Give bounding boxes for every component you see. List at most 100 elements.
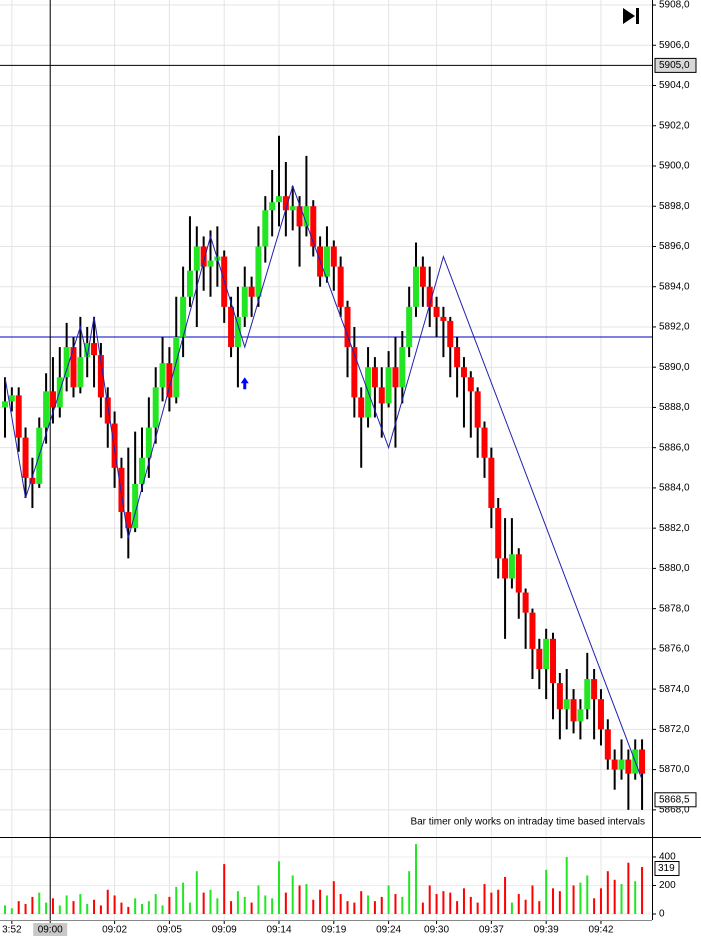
volume-bar: [421, 902, 424, 914]
candle-body: [276, 196, 283, 203]
volume-bar: [65, 895, 68, 914]
x-tick-label: 09:14: [266, 925, 291, 936]
x-tick-label: 09:09: [212, 925, 237, 936]
grid: [0, 0, 656, 924]
candle-body: [413, 266, 420, 307]
x-tick-label: 09:19: [321, 925, 346, 936]
play-button[interactable]: [623, 8, 639, 24]
crosshair-label: 5905,0: [659, 60, 690, 71]
candle-body: [495, 508, 502, 559]
volume-bar: [10, 908, 13, 914]
candle-body: [323, 246, 330, 277]
volume-bar: [236, 891, 239, 914]
candle-body: [556, 683, 563, 710]
candle-body: [111, 423, 118, 468]
y-tick-label: 5882,0: [659, 523, 690, 534]
candle-body: [104, 397, 111, 424]
candle-body: [2, 401, 9, 408]
candle-body: [543, 638, 550, 670]
volume-bar: [161, 905, 164, 914]
candle-body: [563, 699, 570, 710]
volume-bar: [325, 895, 328, 914]
volume-bar: [4, 905, 7, 914]
candle-body: [515, 554, 522, 593]
candle-body: [488, 457, 495, 509]
candle-body: [577, 709, 584, 722]
last-price-label-box: [654, 792, 697, 808]
volume-bar: [209, 889, 212, 914]
candle-body: [584, 679, 591, 710]
volume-bar: [462, 888, 465, 914]
volume-bar: [579, 882, 582, 914]
candle-body: [29, 477, 36, 484]
y-tick-label: 5908,0: [659, 0, 690, 11]
candle-body: [426, 286, 433, 307]
candle-body: [145, 427, 152, 458]
candle-body: [234, 316, 241, 348]
candle-body: [289, 206, 296, 211]
volume-bar: [147, 901, 150, 914]
candle-body: [529, 612, 536, 649]
candle-body: [440, 316, 447, 321]
volume-bar: [175, 886, 178, 914]
play-bar[interactable]: [636, 8, 639, 24]
volume-bar: [442, 891, 445, 914]
volume-bar: [188, 902, 191, 914]
y-tick-label: 5888,0: [659, 402, 690, 413]
volume-bar: [93, 899, 96, 914]
candle-body: [84, 343, 91, 358]
volume-bar: [346, 901, 349, 914]
candle-body: [166, 363, 173, 398]
volume-bar: [291, 875, 294, 914]
volume-bar: [408, 871, 411, 914]
volume-bar: [45, 902, 48, 914]
candle-body: [255, 246, 262, 297]
volume-bar: [86, 904, 89, 914]
volume-bar: [558, 891, 561, 914]
candle-body: [248, 286, 255, 297]
volume-bar: [216, 898, 219, 914]
candle-body: [474, 391, 481, 428]
candle-body: [406, 306, 413, 348]
candle-body: [611, 759, 618, 770]
volume-bar: [120, 902, 123, 914]
volume-bar: [24, 904, 27, 914]
candle-body: [22, 437, 29, 478]
volume-bar: [586, 875, 589, 914]
volume-bar: [243, 896, 246, 914]
candle-body: [433, 306, 440, 317]
volume-bar: [565, 856, 568, 914]
candle-body: [460, 367, 467, 378]
volume-bar: [141, 904, 144, 914]
candle-body: [97, 355, 104, 398]
candle-body: [385, 367, 392, 404]
play-icon[interactable]: [623, 8, 635, 24]
volume-bar: [182, 882, 185, 914]
candle-body: [139, 457, 146, 484]
volume-marker-label: 319: [658, 863, 675, 874]
volume-bar: [230, 901, 233, 914]
volume-bar: [415, 844, 418, 914]
y-tick-label: 5868,0: [659, 804, 690, 815]
volume-bar: [510, 902, 513, 914]
volume-bar: [517, 894, 520, 914]
volume-bar: [490, 892, 493, 914]
candle-body: [604, 729, 611, 760]
candle-body: [77, 357, 84, 388]
candle-body: [91, 343, 98, 356]
candle-body: [591, 679, 598, 700]
volume-bar: [305, 884, 308, 914]
last-price-label: 5868,5: [659, 794, 690, 805]
candle-body: [481, 427, 488, 458]
candle-body: [399, 347, 406, 388]
candle-body: [180, 296, 187, 338]
y-tick-label: 5880,0: [659, 563, 690, 574]
candle-body: [303, 206, 310, 227]
volume-tick-label: 0: [659, 909, 665, 920]
volume-bar: [168, 896, 171, 914]
candle-body: [8, 395, 15, 402]
candle-body: [152, 387, 159, 428]
candle-body: [173, 337, 180, 398]
